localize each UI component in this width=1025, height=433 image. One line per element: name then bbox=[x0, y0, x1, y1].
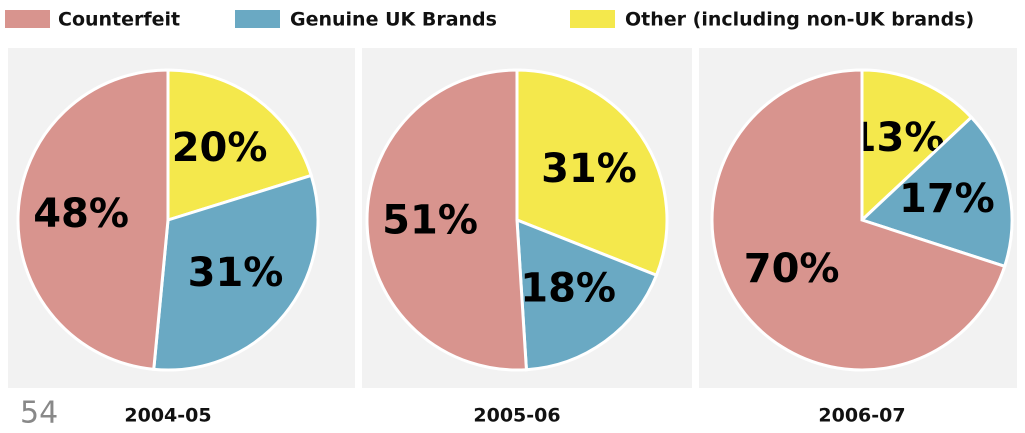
value-label: 31% bbox=[188, 250, 284, 296]
page-number: 54 bbox=[20, 396, 58, 431]
legend-swatch bbox=[235, 10, 280, 28]
value-label: 51% bbox=[382, 198, 478, 244]
value-label: 18% bbox=[520, 265, 616, 311]
legend-swatch bbox=[570, 10, 615, 28]
value-label: 20% bbox=[172, 125, 268, 171]
value-label: 48% bbox=[33, 191, 129, 237]
chart-title: 2006-07 bbox=[818, 405, 905, 427]
value-label: 31% bbox=[541, 146, 637, 192]
chart: 54 Counterfeit Genuine UK Brands Other (in… bbox=[0, 0, 1025, 433]
legend-label: Counterfeit bbox=[58, 9, 180, 31]
value-label: 17% bbox=[899, 176, 995, 222]
legend-swatch bbox=[5, 10, 50, 28]
legend-label: Other (including non-UK brands) bbox=[625, 9, 974, 31]
legend-label: Genuine UK Brands bbox=[290, 9, 497, 31]
chart-title: 2004-05 bbox=[124, 405, 211, 427]
value-label: 70% bbox=[744, 246, 840, 292]
chart-title: 2005-06 bbox=[473, 405, 560, 427]
